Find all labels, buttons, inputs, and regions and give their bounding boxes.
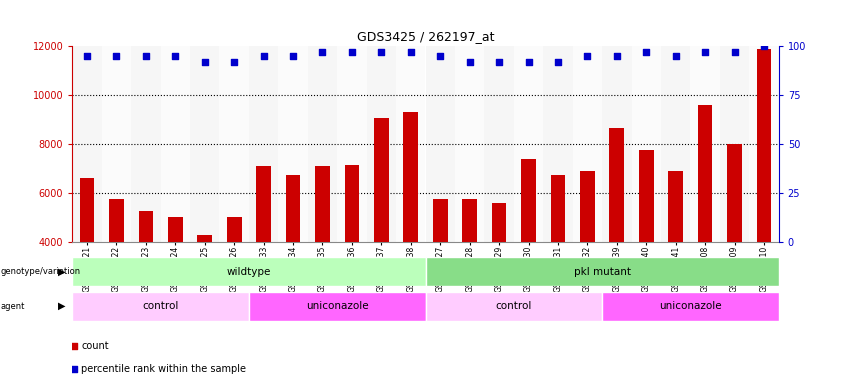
Point <box>551 59 565 65</box>
Point <box>139 53 152 59</box>
Bar <box>345 165 359 340</box>
Bar <box>374 118 389 340</box>
Bar <box>543 46 573 242</box>
Bar <box>337 46 367 242</box>
Point <box>286 53 300 59</box>
Bar <box>161 46 190 242</box>
Point <box>168 53 182 59</box>
Point <box>492 59 505 65</box>
Bar <box>580 171 595 340</box>
Bar <box>131 46 161 242</box>
Bar <box>220 46 248 242</box>
Bar <box>197 235 212 340</box>
Text: count: count <box>81 341 109 351</box>
Point <box>728 49 741 55</box>
Bar <box>286 175 300 340</box>
Text: control: control <box>142 301 179 311</box>
Bar <box>102 46 131 242</box>
Bar <box>190 46 220 242</box>
Text: wildtype: wildtype <box>226 266 271 277</box>
Point <box>433 53 447 59</box>
Point <box>404 49 418 55</box>
Point <box>669 53 683 59</box>
Bar <box>72 292 248 321</box>
Bar <box>698 105 712 340</box>
Point <box>757 43 771 49</box>
Text: pkl mutant: pkl mutant <box>574 266 631 277</box>
Bar <box>308 46 337 242</box>
Point <box>639 49 653 55</box>
Point <box>198 59 212 65</box>
Bar <box>462 199 477 340</box>
Bar <box>690 46 720 242</box>
Bar <box>602 46 631 242</box>
Bar <box>109 199 124 340</box>
Point <box>110 53 123 59</box>
Point <box>227 59 241 65</box>
Point <box>463 59 477 65</box>
Bar <box>720 46 749 242</box>
Bar <box>668 171 683 340</box>
Text: ▶: ▶ <box>58 266 66 277</box>
Bar <box>455 46 484 242</box>
Bar <box>227 217 242 340</box>
Bar <box>727 144 742 340</box>
Text: uniconazole: uniconazole <box>659 301 722 311</box>
Text: uniconazole: uniconazole <box>306 301 368 311</box>
Bar <box>639 150 654 340</box>
Bar <box>492 203 506 340</box>
Bar <box>661 46 690 242</box>
Bar <box>426 46 455 242</box>
Text: ▶: ▶ <box>58 301 66 311</box>
Bar <box>72 257 426 286</box>
Point <box>80 53 94 59</box>
Bar <box>749 46 779 242</box>
Bar <box>256 166 271 340</box>
Bar <box>249 46 278 242</box>
Bar <box>403 112 418 340</box>
Title: GDS3425 / 262197_at: GDS3425 / 262197_at <box>357 30 494 43</box>
Bar <box>426 292 602 321</box>
Bar <box>426 257 779 286</box>
Bar <box>609 128 624 340</box>
Bar <box>433 199 448 340</box>
Point <box>522 59 535 65</box>
Bar <box>551 175 565 340</box>
Bar <box>631 46 661 242</box>
Bar <box>278 46 308 242</box>
Bar <box>367 46 396 242</box>
Point <box>257 53 271 59</box>
Point <box>610 53 624 59</box>
Bar <box>573 46 603 242</box>
Point <box>258 249 271 255</box>
Text: genotype/variation: genotype/variation <box>1 267 81 276</box>
Bar <box>757 48 771 340</box>
Bar <box>521 159 536 340</box>
Bar <box>315 166 330 340</box>
Point <box>699 49 712 55</box>
Text: percentile rank within the sample: percentile rank within the sample <box>81 364 246 374</box>
Bar <box>396 46 426 242</box>
Bar <box>514 46 543 242</box>
Point <box>580 53 594 59</box>
Bar <box>139 211 153 340</box>
Point <box>374 49 388 55</box>
Point <box>316 49 329 55</box>
Bar <box>168 217 183 340</box>
Text: control: control <box>495 301 532 311</box>
Bar <box>484 46 514 242</box>
Bar <box>249 292 426 321</box>
Point <box>258 40 271 46</box>
Bar <box>602 292 779 321</box>
Point <box>346 49 359 55</box>
Bar <box>72 46 102 242</box>
Bar <box>80 178 94 340</box>
Text: agent: agent <box>1 302 26 311</box>
